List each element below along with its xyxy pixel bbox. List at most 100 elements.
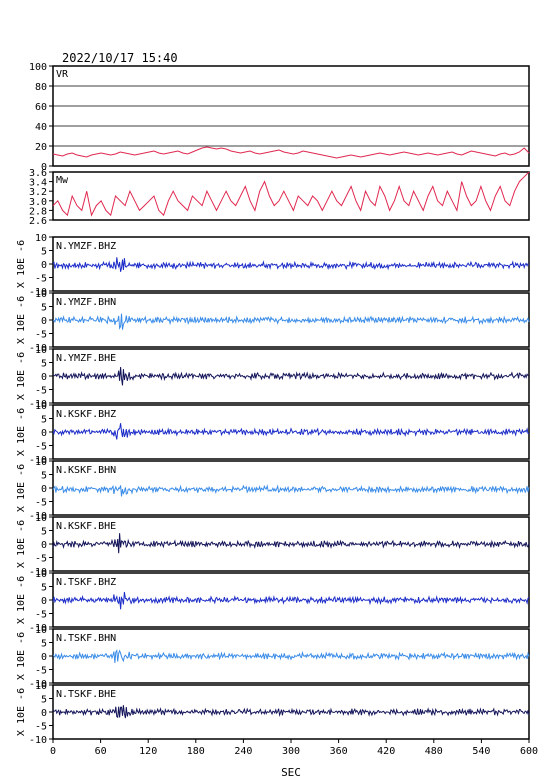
waveform-y-tick-label: 0 [41, 708, 47, 719]
mw-y-tick-label: 2.8 [29, 206, 47, 217]
mw-y-tick-label: 3.0 [29, 197, 47, 208]
waveform-trace-n-tskf-bhe [52, 705, 530, 719]
waveform-y-axis-label: X 10E -6 [16, 632, 27, 680]
waveform-y-tick-label: 10 [35, 457, 47, 468]
vr-y-tick-label: 80 [35, 82, 47, 93]
waveform-y-tick-label: 5 [41, 303, 47, 314]
waveform-y-tick-label: 0 [41, 484, 47, 495]
channel-label: N.YMZF.BHE [56, 353, 116, 364]
mw-panel [52, 171, 530, 221]
waveform-y-axis-label: X 10E -6 [16, 688, 27, 736]
waveform-y-tick-label: -10 [29, 623, 47, 634]
waveform-y-tick-label: 5 [41, 415, 47, 426]
vr-y-tick-label: 40 [35, 122, 47, 133]
x-axis-label: SEC [281, 766, 301, 779]
waveform-y-axis-label: X 10E -6 [16, 408, 27, 456]
waveform-y-tick-label: -5 [35, 386, 47, 397]
vr-series-line [52, 146, 530, 159]
waveform-y-tick-label: -5 [35, 666, 47, 677]
waveform-trace-n-ymzf-bhn [52, 313, 530, 330]
x-tick-label: 60 [95, 746, 107, 757]
waveform-y-tick-label: 5 [41, 583, 47, 594]
waveform-y-tick-label: 10 [35, 289, 47, 300]
timestamp: 2022/10/17 15:40 [62, 51, 178, 65]
channel-label: N.TSKF.BHE [56, 689, 116, 700]
mw-panel-label: Mw [56, 175, 69, 186]
waveform-y-tick-label: 10 [35, 233, 47, 244]
waveform-y-tick-label: -5 [35, 274, 47, 285]
waveform-trace-n-kskf-bhe [52, 533, 530, 554]
waveform-y-tick-label: 10 [35, 513, 47, 524]
channel-label: N.KSKF.BHZ [56, 409, 116, 420]
x-tick-label: 540 [472, 746, 490, 757]
waveform-trace-n-ymzf-bhe [52, 366, 530, 386]
waveform-y-tick-label: -5 [35, 442, 47, 453]
waveform-y-tick-label: -10 [29, 399, 47, 410]
vr-y-tick-label: 0 [41, 162, 47, 173]
waveform-y-tick-label: 0 [41, 652, 47, 663]
waveform-y-tick-label: -5 [35, 722, 47, 733]
waveform-y-tick-label: 5 [41, 247, 47, 258]
channel-label: N.YMZF.BHN [56, 297, 116, 308]
waveform-y-tick-label: 10 [35, 345, 47, 356]
x-tick-label: 180 [187, 746, 205, 757]
waveform-y-tick-label: 5 [41, 527, 47, 538]
waveform-y-tick-label: 10 [35, 569, 47, 580]
x-tick-label: 420 [377, 746, 395, 757]
waveform-panel-n-kskf-bhz [52, 404, 530, 460]
waveform-trace-n-tskf-bhn [52, 649, 530, 663]
waveform-y-tick-label: 5 [41, 359, 47, 370]
waveform-y-axis-label: X 10E -6 [16, 240, 27, 288]
x-tick-label: 0 [50, 746, 56, 757]
waveform-y-tick-label: -5 [35, 610, 47, 621]
mw-y-tick-label: 3.4 [29, 178, 47, 189]
channel-label: N.KSKF.BHE [56, 521, 116, 532]
waveform-y-tick-label: -10 [29, 511, 47, 522]
waveform-trace-n-ymzf-bhz [52, 257, 530, 272]
waveform-y-tick-label: -5 [35, 498, 47, 509]
waveform-y-tick-label: -5 [35, 330, 47, 341]
waveform-y-tick-label: 0 [41, 596, 47, 607]
waveform-y-tick-label: 5 [41, 695, 47, 706]
mw-y-tick-label: 2.6 [29, 216, 47, 227]
vr-y-tick-label: 20 [35, 142, 47, 153]
waveform-y-tick-label: 5 [41, 639, 47, 650]
waveform-y-tick-label: 0 [41, 260, 47, 271]
channel-label: N.TSKF.BHN [56, 633, 116, 644]
waveform-y-tick-label: -10 [29, 287, 47, 298]
waveform-y-tick-label: 10 [35, 625, 47, 636]
channel-label: N.YMZF.BHZ [56, 241, 116, 252]
x-tick-label: 240 [234, 746, 252, 757]
waveform-trace-n-kskf-bhn [52, 484, 530, 497]
vr-y-tick-label: 60 [35, 102, 47, 113]
x-tick-label: 120 [139, 746, 157, 757]
waveform-panel-n-kskf-bhn [52, 460, 530, 516]
channel-label: N.KSKF.BHN [56, 465, 116, 476]
waveform-y-tick-label: -10 [29, 567, 47, 578]
waveform-trace-n-tskf-bhz [52, 591, 530, 610]
waveform-trace-n-kskf-bhz [52, 423, 530, 440]
waveform-y-tick-label: 5 [41, 471, 47, 482]
waveform-y-axis-label: X 10E -6 [16, 352, 27, 400]
waveform-y-axis-label: X 10E -6 [16, 464, 27, 512]
waveform-y-axis-label: X 10E -6 [16, 520, 27, 568]
channel-label: N.TSKF.BHZ [56, 577, 116, 588]
waveform-y-tick-label: 10 [35, 681, 47, 692]
waveform-y-tick-label: -10 [29, 679, 47, 690]
waveform-y-tick-label: 0 [41, 316, 47, 327]
waveform-y-tick-label: 0 [41, 428, 47, 439]
vr-panel-label: VR [56, 69, 69, 80]
waveform-y-tick-label: 0 [41, 540, 47, 551]
waveform-y-tick-label: 0 [41, 372, 47, 383]
vr-panel [52, 65, 530, 167]
mw-series-line [52, 171, 530, 217]
mw-y-tick-label: 3.6 [29, 168, 47, 179]
x-tick-label: 480 [425, 746, 443, 757]
x-tick-label: 600 [520, 746, 538, 757]
waveform-y-tick-label: -10 [29, 343, 47, 354]
x-tick-label: 300 [282, 746, 300, 757]
waveform-y-tick-label: 10 [35, 401, 47, 412]
waveform-y-axis-label: X 10E -6 [16, 296, 27, 344]
vr-y-tick-label: 100 [29, 62, 47, 73]
